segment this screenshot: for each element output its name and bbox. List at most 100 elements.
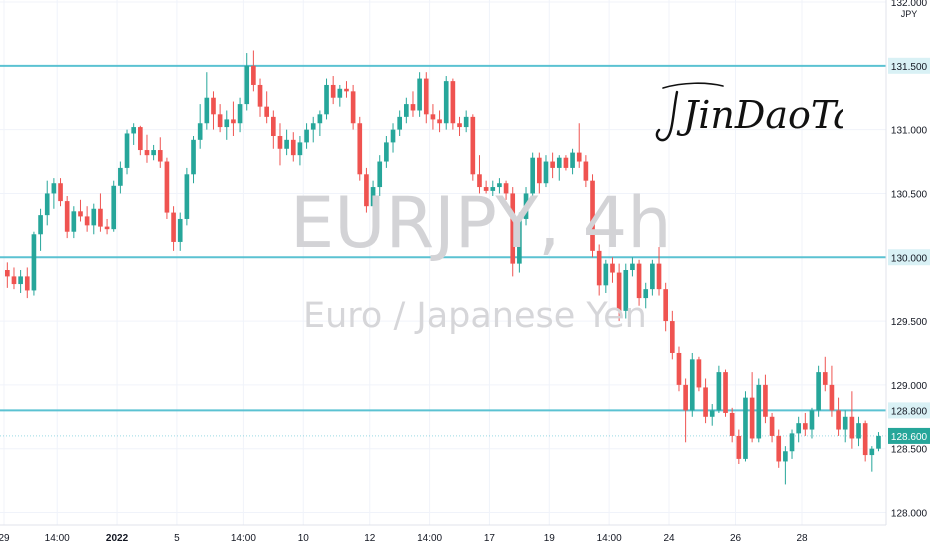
candle-body bbox=[397, 116, 402, 130]
time-tick-label: 24 bbox=[663, 533, 675, 544]
candle-body bbox=[191, 139, 196, 175]
candle-body bbox=[244, 65, 250, 105]
candle-body bbox=[104, 226, 110, 230]
candle-body bbox=[151, 150, 156, 156]
candle-body bbox=[337, 88, 343, 98]
candle-body bbox=[370, 187, 376, 207]
time-tick-label: 26 bbox=[730, 533, 742, 544]
time-tick-label: 2022 bbox=[106, 533, 129, 544]
candle-body bbox=[590, 180, 595, 251]
candle-body bbox=[177, 218, 183, 242]
currency-label: JPY bbox=[901, 9, 918, 19]
price-tick-label: 130.500 bbox=[891, 189, 928, 200]
candle-body bbox=[683, 384, 688, 411]
candle-body bbox=[477, 174, 482, 188]
candle-body bbox=[763, 384, 768, 417]
candle-body bbox=[58, 183, 63, 202]
candle-body bbox=[643, 289, 649, 299]
candle-body bbox=[271, 116, 276, 137]
level-label-bg bbox=[888, 402, 930, 419]
candle-body bbox=[284, 139, 289, 149]
candle-body bbox=[630, 263, 635, 271]
candle-body bbox=[51, 183, 57, 194]
candle-body bbox=[689, 359, 695, 411]
candle-body bbox=[350, 91, 356, 124]
candle-body bbox=[138, 127, 143, 151]
candle-body bbox=[517, 218, 522, 264]
time-tick-label: 5 bbox=[174, 533, 180, 544]
candle-body bbox=[636, 263, 642, 299]
candle-body bbox=[550, 161, 555, 168]
candle-body bbox=[842, 416, 848, 430]
candle-body bbox=[729, 412, 735, 436]
current-price-label: 128.600 bbox=[891, 432, 928, 443]
candle-body bbox=[324, 84, 329, 115]
candle-body bbox=[756, 384, 762, 439]
candle-body bbox=[111, 185, 117, 230]
candle-body bbox=[623, 270, 629, 311]
candle-body bbox=[304, 129, 309, 143]
candle-body bbox=[84, 216, 90, 226]
candle-body bbox=[384, 142, 389, 162]
candle-body bbox=[231, 119, 236, 124]
signature-text: JinDaoTai bbox=[676, 93, 843, 137]
candle-body bbox=[463, 116, 469, 128]
time-tick-label: 28 bbox=[796, 533, 808, 544]
candle-body bbox=[131, 127, 136, 134]
candle-body bbox=[430, 114, 436, 120]
candle-body bbox=[856, 423, 861, 439]
candle-body bbox=[650, 263, 655, 290]
candle-body bbox=[816, 372, 821, 411]
candle-body bbox=[849, 416, 855, 439]
candle-body bbox=[743, 397, 748, 459]
candle-body bbox=[417, 78, 422, 111]
candle-body bbox=[543, 161, 549, 184]
candle-body bbox=[24, 276, 30, 291]
price-tick-label: 132.000 bbox=[891, 0, 928, 9]
candle-body bbox=[483, 187, 489, 191]
candle-body bbox=[676, 352, 682, 385]
candle-body bbox=[364, 174, 369, 207]
candle-body bbox=[789, 433, 795, 452]
time-tick-label: 29 bbox=[0, 533, 10, 544]
candles bbox=[5, 50, 881, 485]
candle-body bbox=[18, 276, 23, 285]
candle-body bbox=[523, 193, 529, 219]
candle-body bbox=[344, 88, 349, 92]
candle-body bbox=[64, 201, 70, 232]
candle-body bbox=[663, 289, 668, 322]
candle-body bbox=[616, 272, 622, 311]
candle-body bbox=[709, 410, 715, 417]
candle-body bbox=[443, 81, 449, 124]
candle-body bbox=[124, 133, 130, 168]
candle-body bbox=[71, 211, 77, 232]
level-label: 131.500 bbox=[891, 62, 928, 73]
candle-body bbox=[410, 104, 416, 111]
candle-body bbox=[490, 187, 496, 191]
candle-body bbox=[91, 208, 97, 226]
candle-body bbox=[290, 139, 296, 156]
price-tick-label: 129.000 bbox=[891, 381, 928, 392]
candle-body bbox=[277, 136, 283, 149]
current-price-badge bbox=[888, 427, 930, 444]
candle-body bbox=[224, 119, 230, 128]
candle-body bbox=[38, 215, 43, 235]
candle-body bbox=[510, 193, 516, 264]
candle-body bbox=[876, 435, 881, 449]
time-tick-label: 14:00 bbox=[417, 533, 442, 544]
candle-body bbox=[164, 161, 170, 213]
candle-body bbox=[537, 157, 542, 184]
candle-body bbox=[78, 211, 83, 217]
candle-body bbox=[437, 119, 442, 124]
time-tick-label: 19 bbox=[544, 533, 556, 544]
candle-body bbox=[44, 193, 50, 216]
price-tick-label: 129.500 bbox=[891, 317, 928, 328]
candle-body bbox=[670, 321, 675, 353]
candle-body bbox=[470, 116, 476, 175]
candle-body bbox=[530, 157, 535, 194]
candle-body bbox=[736, 435, 742, 459]
candle-body bbox=[862, 423, 868, 456]
candle-body bbox=[803, 423, 808, 430]
